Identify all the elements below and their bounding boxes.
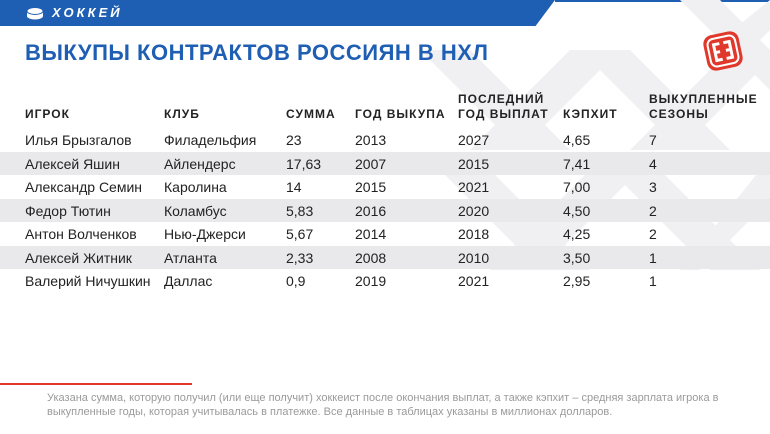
cell-club: Коламбус	[164, 202, 227, 219]
column-header-cap-hit: КЭПХИТ	[563, 107, 618, 121]
cell-player: Александр Семин	[25, 179, 143, 195]
top-banner-line	[555, 0, 770, 2]
cell-amount: 2,33	[286, 249, 314, 266]
column-header-amount: СУММА	[286, 107, 336, 121]
cell-amount: 23	[286, 132, 302, 148]
table-header: ИГРОК КЛУБ СУММА ГОД ВЫКУПА ПОСЛЕДНИЙ ГОД…	[25, 92, 770, 128]
cell-buyout-year: 2007	[355, 155, 387, 172]
cell-club: Даллас	[164, 273, 213, 289]
footnote: Указана сумма, которую получил (или еще …	[47, 392, 719, 418]
cell-seasons: 1	[649, 273, 657, 289]
cell-club: Нью-Джерси	[164, 226, 246, 242]
cell-player: Илья Брызгалов	[25, 132, 132, 148]
table-row: Александр Семин Каролина 14 2015 2021 7,…	[0, 175, 770, 199]
table-row: Алексей Житник Атланта 2,33 2008 2010 3,…	[0, 245, 770, 269]
cell-seasons: 3	[649, 179, 657, 195]
cell-player: Алексей Житник	[25, 249, 132, 266]
column-header-bought-out-seasons: ВЫКУПЛЕННЫЕ СЕЗОНЫ	[649, 92, 758, 121]
table-row: Федор Тютин Коламбус 5,83 2016 2020 4,50…	[0, 198, 770, 222]
cell-amount: 0,9	[286, 273, 306, 289]
cell-seasons: 1	[649, 249, 657, 266]
cell-last-payment-year: 2010	[458, 249, 490, 266]
cell-last-payment-year: 2021	[458, 273, 490, 289]
cell-buyout-year: 2008	[355, 249, 387, 266]
cell-amount: 5,67	[286, 226, 314, 242]
cell-cap-hit: 2,95	[563, 273, 591, 289]
column-header-player: ИГРОК	[25, 107, 70, 121]
cell-cap-hit: 3,50	[563, 249, 591, 266]
cell-seasons: 2	[649, 202, 657, 219]
cell-buyout-year: 2014	[355, 226, 387, 242]
cell-amount: 14	[286, 179, 302, 195]
cell-club: Айлендерс	[164, 155, 236, 172]
cell-seasons: 2	[649, 226, 657, 242]
table-row: Илья Брызгалов Филадельфия 23 2013 2027 …	[0, 128, 770, 152]
page-title: ВЫКУПЫ КОНТРАКТОВ РОССИЯН В НХЛ	[25, 40, 489, 65]
cell-last-payment-year: 2020	[458, 202, 490, 219]
cell-last-payment-year: 2015	[458, 155, 490, 172]
column-header-club: КЛУБ	[164, 107, 200, 121]
cell-buyout-year: 2016	[355, 202, 387, 219]
table-row: Антон Волченков Нью-Джерси 5,67 2014 201…	[0, 222, 770, 246]
cell-cap-hit: 4,65	[563, 132, 591, 148]
cell-last-payment-year: 2018	[458, 226, 490, 242]
cell-player: Валерий Ничушкин	[25, 273, 151, 289]
cell-player: Алексей Яшин	[25, 155, 120, 172]
cell-cap-hit: 7,00	[563, 179, 591, 195]
brand-logo-icon	[703, 31, 743, 71]
cell-buyout-year: 2015	[355, 179, 387, 195]
cell-amount: 17,63	[286, 155, 322, 172]
cell-club: Каролина	[164, 179, 227, 195]
cell-player: Федор Тютин	[25, 202, 111, 219]
cell-buyout-year: 2013	[355, 132, 387, 148]
column-header-last-payment-year: ПОСЛЕДНИЙ ГОД ВЫПЛАТ	[458, 92, 549, 121]
column-header-buyout-year: ГОД ВЫКУПА	[355, 107, 446, 121]
cell-club: Атланта	[164, 249, 217, 266]
table-row: Алексей Яшин Айлендерс 17,63 2007 2015 7…	[0, 151, 770, 175]
hockey-puck-icon	[26, 7, 44, 20]
cell-buyout-year: 2019	[355, 273, 387, 289]
cell-club: Филадельфия	[164, 132, 257, 148]
cell-player: Антон Волченков	[25, 226, 137, 242]
cell-seasons: 7	[649, 132, 657, 148]
cell-last-payment-year: 2027	[458, 132, 490, 148]
cell-last-payment-year: 2021	[458, 179, 490, 195]
section-label: ХОККЕЙ	[52, 5, 123, 20]
cell-seasons: 4	[649, 155, 657, 172]
cell-cap-hit: 4,50	[563, 202, 591, 219]
footnote-divider	[0, 383, 192, 385]
table-body: Илья Брызгалов Филадельфия 23 2013 2027 …	[0, 128, 770, 293]
cell-cap-hit: 7,41	[563, 155, 591, 172]
cell-amount: 5,83	[286, 202, 314, 219]
cell-cap-hit: 4,25	[563, 226, 591, 242]
table-row: Валерий Ничушкин Даллас 0,9 2019 2021 2,…	[0, 269, 770, 293]
top-banner	[0, 0, 555, 26]
